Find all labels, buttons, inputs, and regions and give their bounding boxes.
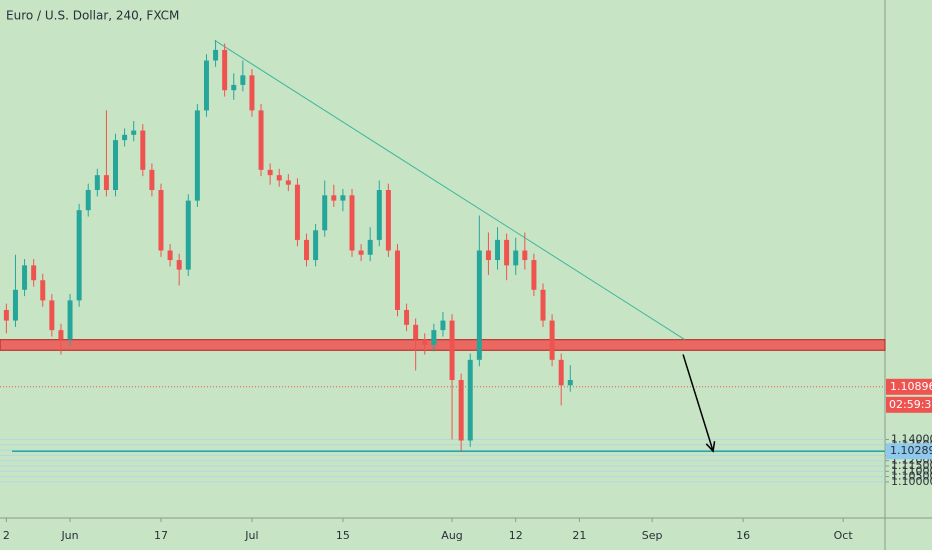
candle-body: [240, 75, 246, 85]
y-tick-label: 1.10500: [891, 470, 932, 483]
candle-body: [476, 250, 482, 360]
candle-body: [549, 320, 555, 360]
candle-body: [258, 110, 264, 170]
candle-body: [558, 359, 564, 386]
chart-title: Euro / U.S. Dollar, 240, FXCM: [6, 9, 179, 23]
candle-body: [158, 190, 164, 251]
x-tick-label: 17: [154, 529, 168, 542]
x-tick-label: Jul: [244, 529, 258, 542]
resistance-zone: [0, 339, 886, 351]
candle-body: [394, 250, 400, 310]
y-tick-label: 1.14000: [891, 432, 932, 445]
y-tick-label: 1.10000: [891, 475, 932, 488]
arrow-shaft: [682, 354, 714, 452]
candle-body: [431, 330, 437, 345]
candle-body: [367, 239, 373, 255]
candle-body: [167, 250, 173, 261]
candle-body: [185, 200, 191, 270]
candle-body: [267, 169, 273, 176]
candle-body: [140, 130, 146, 170]
candle-body: [522, 250, 528, 261]
y-tick-label: 1.11000: [891, 464, 932, 477]
y-tick-label: 1.11500: [891, 459, 932, 472]
candle-body: [531, 260, 537, 290]
candle-body: [413, 324, 419, 340]
candle-body: [122, 134, 128, 141]
candle-body: [176, 260, 182, 270]
candle-body: [467, 359, 473, 441]
candle-body: [322, 195, 328, 231]
candle-body: [422, 339, 428, 345]
candle-body: [349, 195, 355, 251]
candle-body: [276, 175, 282, 181]
candle-body: [485, 250, 491, 261]
candle-body: [203, 60, 209, 111]
candle-body: [458, 380, 464, 441]
x-tick-label: 16: [736, 529, 750, 542]
candle-body: [40, 280, 46, 301]
candle-body: [131, 130, 137, 135]
current-price-label: 1.10896: [890, 380, 932, 393]
trendline: [214, 39, 686, 341]
support-price-box: [886, 443, 932, 460]
candle-body: [540, 289, 546, 321]
candle-body: [113, 140, 119, 191]
candle-body: [249, 75, 255, 111]
candle-body: [340, 195, 346, 201]
candle-body: [94, 175, 100, 191]
candle-body: [22, 265, 28, 290]
candle-body: [440, 320, 446, 331]
candle-body: [495, 239, 501, 261]
candle-body: [313, 230, 319, 261]
candle-body: [58, 330, 64, 340]
candle-body: [513, 250, 519, 266]
candle-body: [76, 210, 82, 301]
candle-body: [149, 169, 155, 191]
x-tick-label: 12: [509, 529, 523, 542]
candle-body: [285, 180, 291, 185]
candle-body: [376, 190, 382, 240]
support-price-label: 1.10289: [890, 444, 932, 457]
candle-body: [3, 309, 9, 321]
countdown-box: [886, 396, 932, 413]
x-tick-label: Sep: [642, 529, 663, 542]
candle-body: [404, 309, 410, 325]
candle-body: [449, 320, 455, 381]
candle-body: [567, 380, 573, 386]
candle-body: [222, 49, 228, 91]
candle-body: [49, 300, 55, 331]
countdown-label: 02:59:31: [889, 398, 932, 411]
candle-body: [231, 84, 237, 91]
candle-body: [103, 175, 109, 191]
candle-body: [12, 289, 18, 321]
candle-body: [331, 195, 337, 201]
candle-body: [504, 239, 510, 266]
candle-body: [213, 49, 219, 61]
x-tick-label: Jun: [60, 529, 78, 542]
candle-body: [31, 265, 37, 281]
candle-body: [358, 250, 364, 255]
candle-body: [194, 110, 200, 201]
arrow-head: [705, 441, 716, 453]
x-tick-label: 2: [3, 529, 10, 542]
x-tick-label: Aug: [441, 529, 462, 542]
current-price-box: [886, 378, 932, 395]
candle-body: [385, 190, 391, 251]
x-tick-label: 21: [572, 529, 586, 542]
x-tick-label: Oct: [834, 529, 854, 542]
candle-body: [304, 239, 310, 261]
candle-body: [67, 300, 73, 340]
candle-body: [294, 184, 300, 240]
x-tick-label: 15: [336, 529, 350, 542]
candle-body: [85, 190, 91, 211]
